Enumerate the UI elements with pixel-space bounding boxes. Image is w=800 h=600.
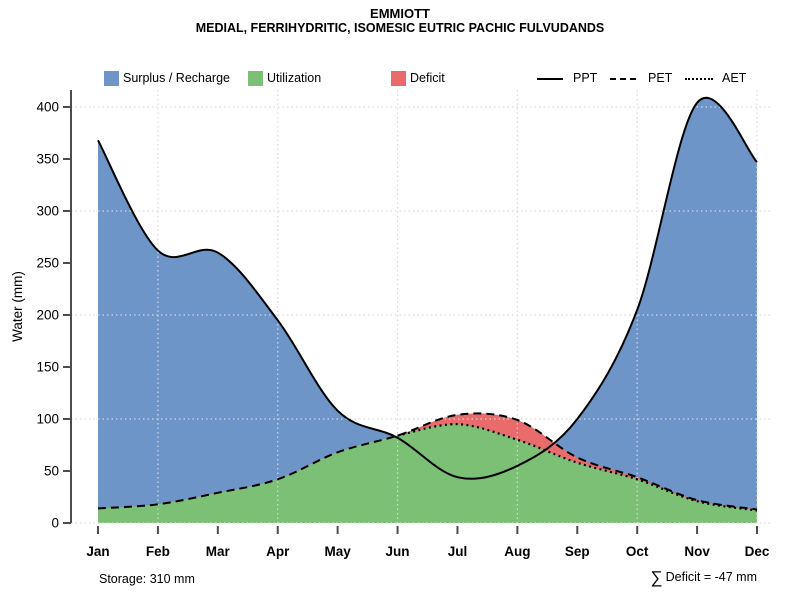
x-tick-label: Jul	[448, 544, 468, 559]
title-block: EMMIOTT MEDIAL, FERRIHYDRITIC, ISOMESIC …	[0, 6, 800, 36]
x-tick-label: Dec	[745, 544, 770, 559]
utilization-area	[98, 424, 757, 523]
y-tick-label: 100	[36, 412, 59, 427]
x-tick-label: Feb	[146, 544, 170, 559]
deficit-total-label: Deficit = -47 mm	[665, 570, 757, 584]
x-tick-label: May	[325, 544, 352, 559]
ppt-line	[97, 96, 758, 480]
y-tick-label: 400	[36, 100, 59, 115]
deficit-swatch-icon	[391, 71, 406, 86]
legend-surplus-label: Surplus / Recharge	[123, 71, 231, 85]
x-tick-label: Apr	[266, 544, 290, 559]
y-tick-label: 50	[44, 464, 59, 479]
legend-aet-label: AET	[722, 71, 747, 85]
x-tick-label: Aug	[504, 544, 530, 559]
storage-annotation: Storage: 310 mm	[99, 572, 195, 586]
legend-pet-label: PET	[648, 71, 673, 85]
deficit-annotation: ∑ Deficit = -47 mm	[651, 568, 757, 588]
legend-deficit-label: Deficit	[410, 71, 445, 85]
y-tick-label: 0	[51, 516, 59, 531]
x-tick-label: Jan	[86, 544, 109, 559]
x-tick-label: Sep	[565, 544, 590, 559]
x-tick-label: Oct	[626, 544, 649, 559]
y-tick-label: 250	[36, 256, 59, 271]
pet-line-sample-icon	[610, 78, 636, 80]
legend-utilization-label: Utilization	[267, 71, 322, 85]
sigma-icon: ∑	[650, 568, 663, 587]
ppt-line-sample-icon	[537, 78, 563, 80]
chart-subtitle: MEDIAL, FERRIHYDRITIC, ISOMESIC EUTRIC P…	[195, 21, 605, 35]
legend: Surplus / Recharge Utilization Deficit P…	[0, 70, 800, 88]
surplus-swatch-icon	[104, 71, 119, 86]
x-tick-label: Jun	[386, 544, 410, 559]
x-tick-label: Mar	[206, 544, 231, 559]
y-axis-title: Water (mm)	[10, 271, 25, 342]
chart-title: EMMIOTT	[370, 6, 430, 21]
utilization-swatch-icon	[248, 71, 263, 86]
aet-line	[397, 423, 758, 512]
y-tick-label: 200	[36, 308, 59, 323]
y-tick-label: 300	[36, 204, 59, 219]
legend-ppt-label: PPT	[573, 71, 598, 85]
y-tick-label: 350	[36, 152, 59, 167]
y-tick-label: 150	[36, 360, 59, 375]
x-tick-label: Nov	[684, 544, 710, 559]
pet-line	[97, 412, 758, 511]
aet-line-sample-icon	[685, 78, 713, 80]
surplus-recharge-area	[98, 97, 757, 523]
